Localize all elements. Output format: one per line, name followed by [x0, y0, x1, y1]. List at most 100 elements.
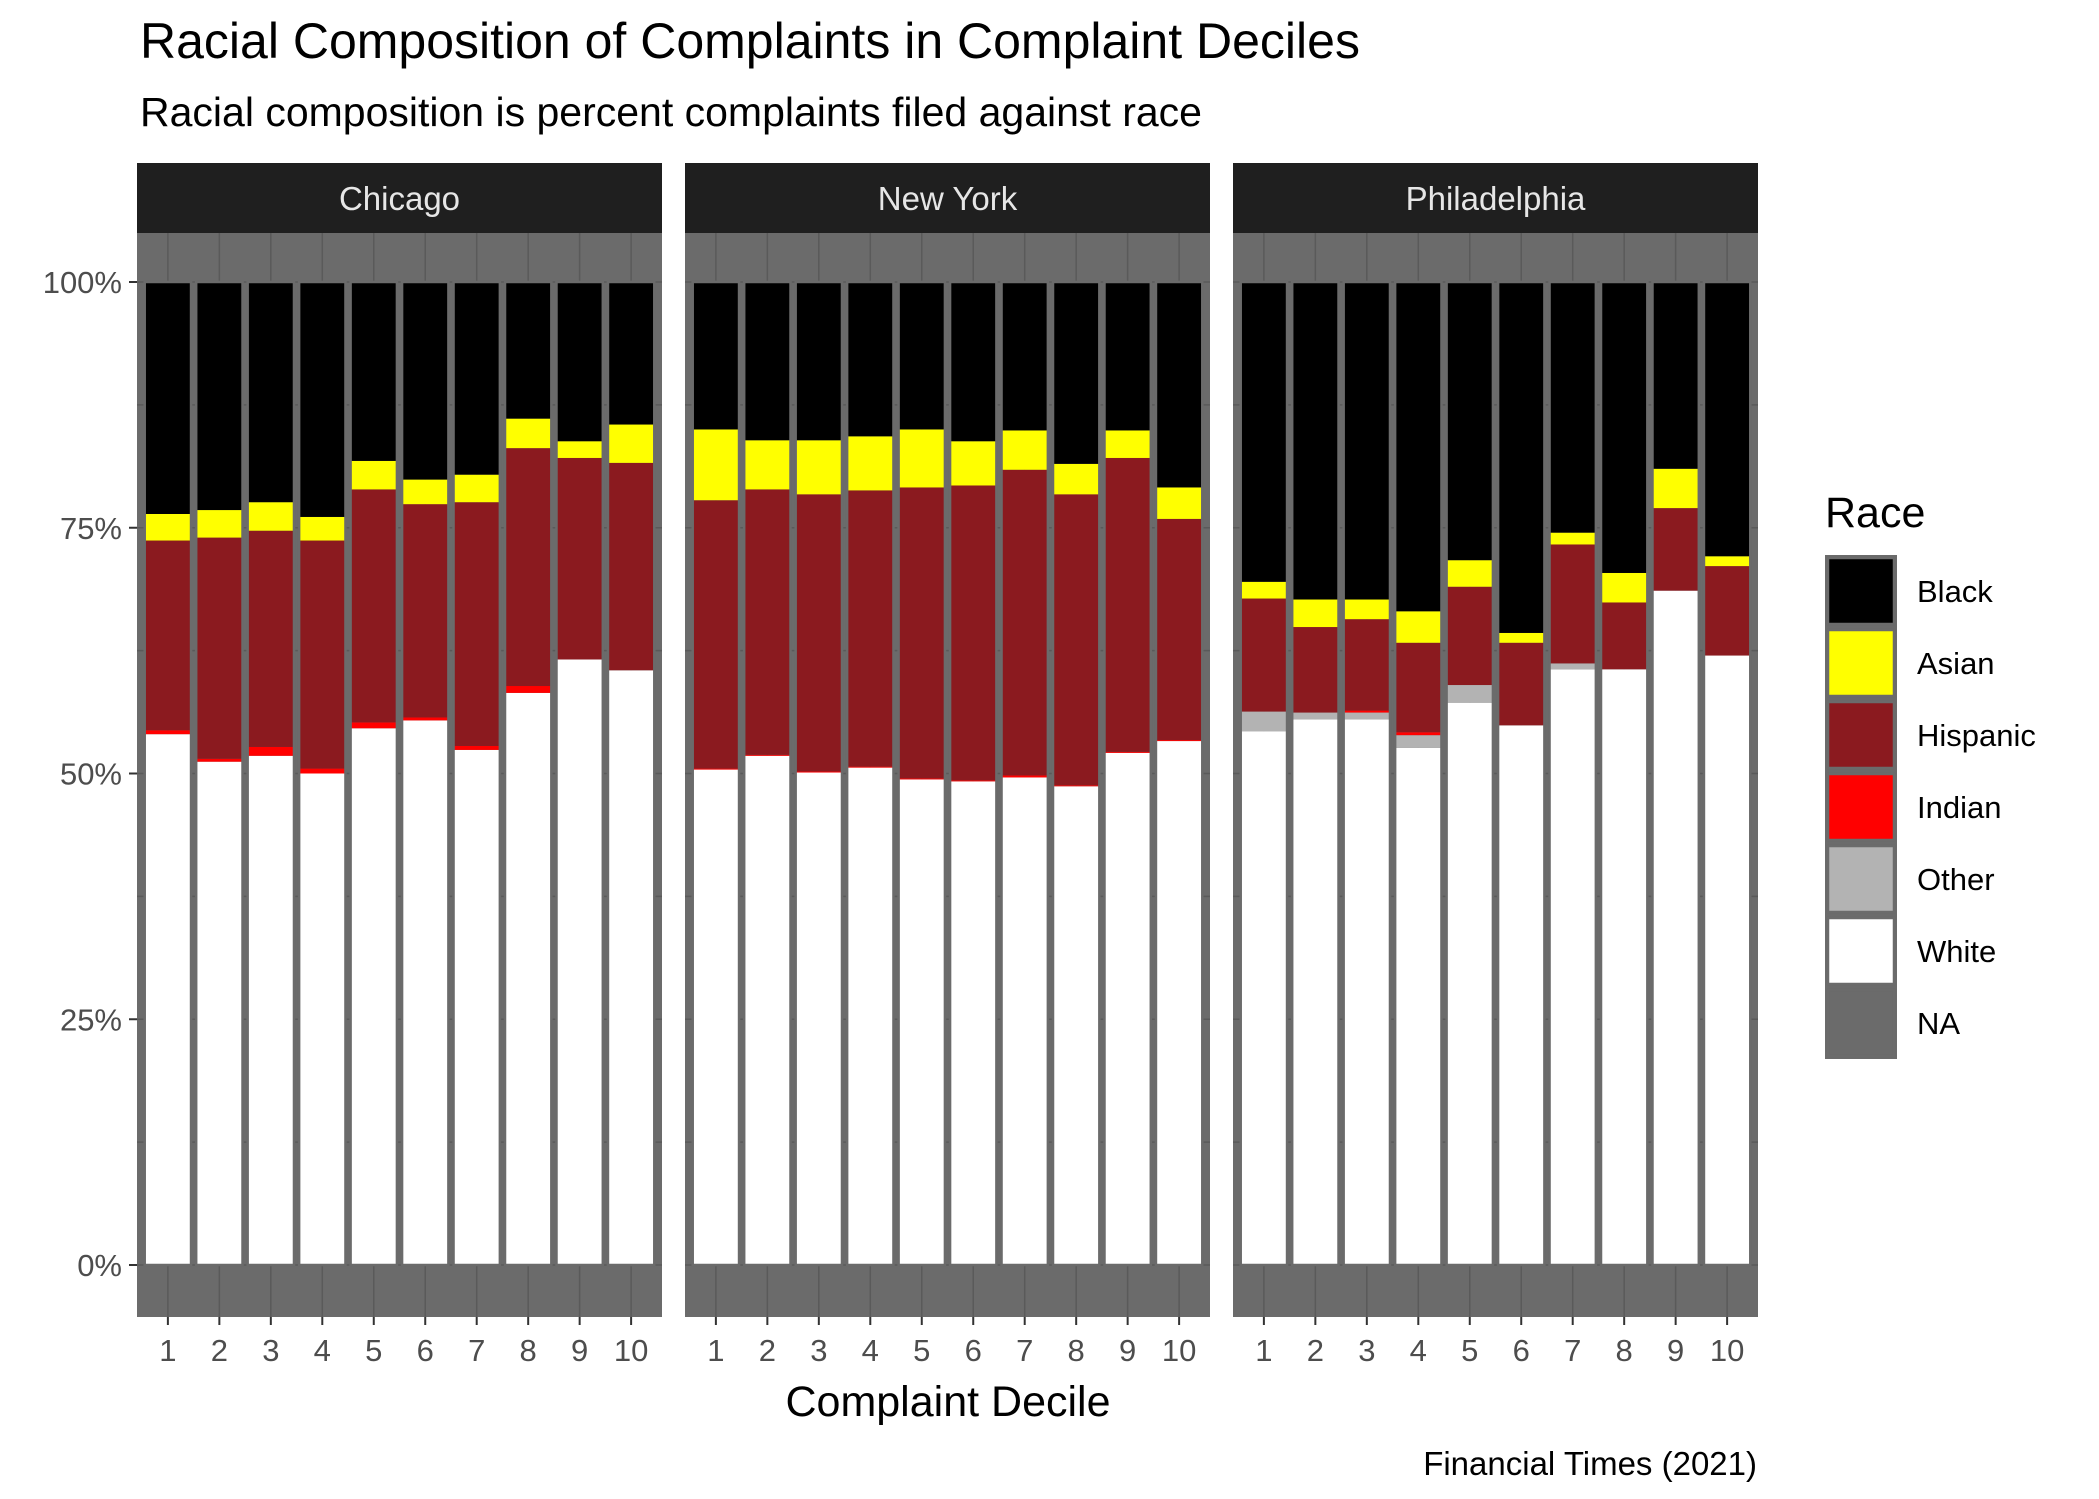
bar-segment-asian: [1395, 611, 1442, 643]
x-tick-label: 1: [1255, 1333, 1272, 1368]
bar-segment-asian: [795, 440, 842, 495]
legend-key: [1826, 772, 1896, 842]
facet-panel: Philadelphia 1 2 3 4 5 6 7 8 9 10: [1233, 163, 1758, 1368]
bar-outline: [555, 280, 605, 1267]
bar-segment-white: [1104, 752, 1151, 1265]
y-tick-label: 25%: [60, 1002, 122, 1037]
bar-stack: [1154, 280, 1204, 1267]
bar-segment-white: [1292, 719, 1339, 1265]
x-tick-label: 9: [571, 1333, 588, 1368]
bar-stack: [349, 280, 399, 1267]
bar-outline: [1290, 280, 1340, 1267]
bar-outline: [897, 280, 947, 1267]
bar-segment-asian: [1446, 560, 1493, 587]
bar-segment-hispanic: [692, 500, 740, 769]
bar-outline: [194, 280, 244, 1267]
x-tick-label: 6: [417, 1333, 434, 1368]
facet-label: Philadelphia: [1406, 180, 1586, 217]
bar-outline: [1239, 280, 1289, 1267]
bar-stack: [143, 280, 193, 1267]
bar-segment-black: [795, 282, 842, 441]
bar-segment-indian: [1343, 710, 1390, 713]
bar-segment-asian: [1104, 430, 1151, 458]
bar-segment-black: [1240, 282, 1288, 582]
bar-segment-white: [1155, 741, 1203, 1265]
bar-segment-asian: [299, 516, 346, 541]
bar-segment-black: [247, 282, 294, 503]
x-axis-title: Complaint Decile: [785, 1378, 1110, 1426]
bar-stack: [691, 280, 741, 1267]
bar-segment-black: [144, 282, 192, 514]
legend-label: Asian: [1917, 646, 1995, 681]
bar-segment-asian: [1053, 463, 1100, 495]
bar-segment-hispanic: [556, 457, 603, 660]
bar-segment-asian: [505, 418, 552, 449]
legend-item: Hispanic: [1825, 699, 2036, 771]
bar-segment-asian: [350, 460, 397, 490]
y-tick-label: 75%: [60, 511, 122, 546]
bar-stack: [1051, 280, 1101, 1267]
bar-segment-black: [1446, 282, 1493, 561]
bar-segment-hispanic: [1395, 642, 1442, 733]
bar-segment-black: [402, 282, 449, 480]
bar-stack: [948, 280, 998, 1267]
bar-segment-asian: [1292, 599, 1339, 628]
bar-stack: [1702, 280, 1752, 1267]
legend-key: [1826, 916, 1896, 986]
bar-segment-white: [1240, 731, 1288, 1265]
x-tick-label: 9: [1667, 1333, 1684, 1368]
bar-segment-asian: [556, 441, 603, 458]
x-tick-label: 10: [1710, 1333, 1744, 1368]
bar-segment-other: [1395, 735, 1442, 748]
facet-strip: [1233, 163, 1758, 233]
y-axis: 0% 25% 50% 75% 100%: [43, 265, 137, 1283]
bar-outline: [1154, 280, 1204, 1267]
bar-segment-other: [1446, 685, 1493, 703]
bar-stack: [400, 280, 450, 1267]
bar-outline: [794, 280, 844, 1267]
facet-strip: [685, 163, 1210, 233]
bar-segment-black: [1155, 282, 1203, 488]
bar-outline: [1000, 280, 1050, 1267]
bar-segment-asian: [950, 441, 997, 486]
bar-segment-hispanic: [1053, 494, 1100, 786]
bar-segment-black: [453, 282, 500, 475]
x-tick-label: 4: [314, 1333, 331, 1368]
chart-subtitle: Racial composition is percent complaints…: [140, 89, 1202, 135]
x-tick-label: 5: [365, 1333, 382, 1368]
bar-segment-indian: [1053, 785, 1100, 787]
bar-stack: [1496, 280, 1546, 1267]
bar-segment-white: [692, 769, 740, 1265]
bar-segment-indian: [744, 754, 791, 756]
bar-segment-white: [247, 755, 294, 1265]
bar-segment-black: [1001, 282, 1048, 431]
bar-segment-black: [1601, 282, 1648, 573]
bar-segment-asian: [692, 429, 740, 501]
legend-key: [1826, 988, 1896, 1058]
legend-key: [1826, 556, 1896, 626]
y-tick-label: 50%: [60, 757, 122, 792]
bar-stack: [1342, 280, 1392, 1267]
x-tick-label: 4: [862, 1333, 879, 1368]
legend-item: Asian: [1825, 627, 1995, 699]
bar-segment-white: [1053, 786, 1100, 1265]
x-tick-label: 1: [707, 1333, 724, 1368]
bar-segment-indian: [1395, 732, 1442, 736]
bar-segment-hispanic: [1446, 586, 1493, 686]
bar-segment-white: [1395, 747, 1442, 1265]
bar-segment-asian: [1601, 572, 1648, 603]
bar-segment-white: [1001, 777, 1048, 1265]
bar-segment-black: [505, 282, 552, 419]
bar-segment-indian: [1001, 775, 1048, 778]
bar-segment-asian: [1549, 532, 1596, 545]
facet-strip: [137, 163, 662, 233]
bar-segment-white: [744, 755, 791, 1265]
bar-segment-asian: [1498, 632, 1545, 643]
bar-stack: [1239, 280, 1289, 1267]
bar-outline: [948, 280, 998, 1267]
bar-outline: [246, 280, 296, 1267]
x-tick-label: 2: [759, 1333, 776, 1368]
bar-stack: [555, 280, 605, 1267]
bar-segment-black: [1703, 282, 1751, 557]
